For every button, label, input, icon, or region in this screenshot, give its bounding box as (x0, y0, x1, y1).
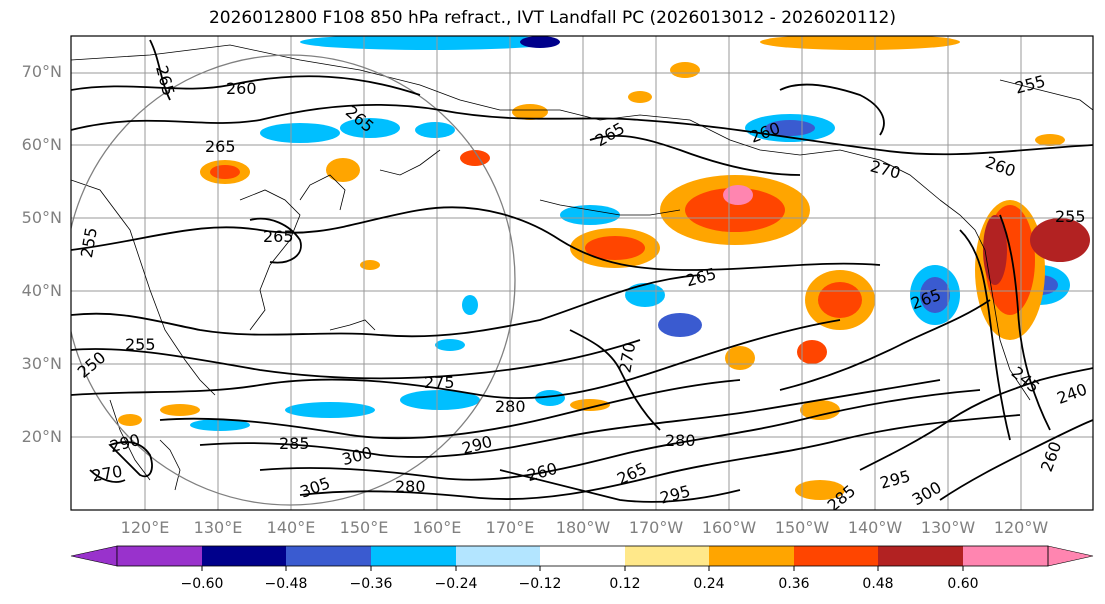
colorbar-tick-label: −0.36 (349, 576, 393, 592)
contour-lines (71, 39, 1093, 503)
colorbar-tick-label: 0.60 (947, 576, 979, 592)
lon-label: 120°E (120, 518, 170, 537)
lon-label: 130°E (193, 518, 243, 537)
lon-label: 140°W (847, 518, 903, 537)
lon-label: 150°E (339, 518, 389, 537)
contour-label: 255 (125, 335, 156, 354)
contour-label: 255 (1055, 207, 1086, 226)
lat-label: 40°N (21, 281, 62, 300)
lat-label: 70°N (21, 62, 62, 81)
map-frame (70, 35, 1094, 511)
contour-label: 265 (263, 227, 294, 246)
colorbar-tick-label: −0.12 (518, 576, 562, 592)
lat-label: 20°N (21, 427, 62, 446)
colorbar (70, 545, 1094, 571)
lon-label: 120°W (993, 518, 1049, 537)
lon-label: 180°W (555, 518, 611, 537)
colorbar-tick-label: 0.36 (778, 576, 810, 592)
colorbar-tick-label: 0.48 (862, 576, 894, 592)
colorbar-tick-label: 0.24 (693, 576, 725, 592)
contour-label: 265 (205, 137, 236, 156)
contour-label: 260 (226, 79, 257, 98)
contour-label: 280 (495, 397, 526, 416)
colorbar-tick-label: −0.24 (434, 576, 478, 592)
lon-label: 170°W (628, 518, 684, 537)
range-circle (71, 54, 516, 506)
colorbar-tick-label: −0.48 (264, 576, 308, 592)
lat-label: 60°N (21, 135, 62, 154)
map-title: 2026012800 F108 850 hPa refract., IVT La… (208, 8, 896, 28)
colorbar-tick-label: 0.12 (609, 576, 641, 592)
contour-label: 280 (395, 477, 426, 496)
lon-label: 170°E (485, 518, 535, 537)
lat-label: 30°N (21, 354, 62, 373)
contour-label: 280 (665, 431, 696, 450)
lon-label: 130°W (920, 518, 976, 537)
contour-label: 285 (279, 434, 310, 453)
lon-label: 160°W (701, 518, 757, 537)
lon-label: 160°E (412, 518, 462, 537)
colorbar-tick-label: −0.60 (180, 576, 224, 592)
contour-label: 275 (424, 373, 455, 392)
lat-label: 50°N (21, 208, 62, 227)
lon-label: 150°W (774, 518, 830, 537)
lon-label: 140°E (266, 518, 316, 537)
